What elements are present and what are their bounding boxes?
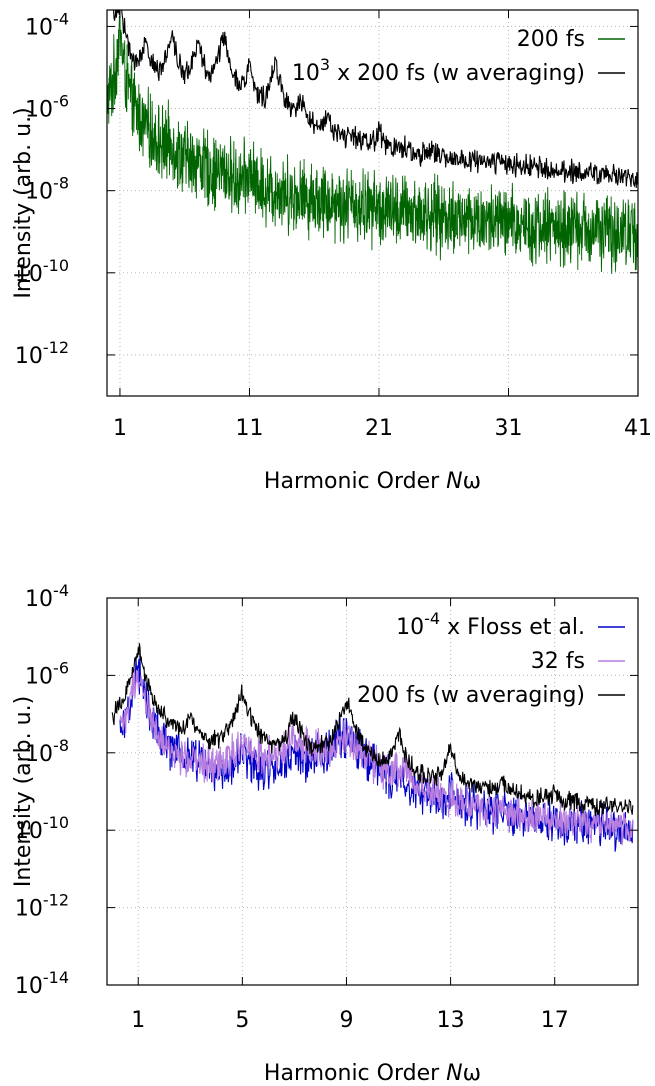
plot-frame bbox=[106, 9, 639, 397]
x-axis-label: Harmonic Order Nω bbox=[264, 469, 481, 494]
x-tick-label: 31 bbox=[494, 416, 522, 441]
series-line-2 bbox=[113, 10, 638, 188]
x-tick-label: 41 bbox=[624, 416, 652, 441]
x-tick-label: 21 bbox=[365, 416, 393, 441]
series-line-1 bbox=[107, 10, 638, 274]
x-tick-label: 5 bbox=[235, 1008, 249, 1033]
y-tick-label: 10-12 bbox=[15, 891, 69, 922]
x-tick-label: 17 bbox=[541, 1008, 569, 1033]
y-tick-label: 10-12 bbox=[15, 338, 69, 369]
y-tick-label: 10-8 bbox=[25, 174, 69, 205]
y-tick-label: 10-4 bbox=[25, 9, 69, 40]
series-line-3 bbox=[111, 643, 634, 817]
legend-label: 200 fs (w averaging) bbox=[357, 683, 585, 708]
x-tick-label: 11 bbox=[235, 416, 263, 441]
y-tick-label: 10-10 bbox=[15, 256, 69, 287]
y-axis-label: Intensity (arb. u.) bbox=[11, 107, 36, 298]
x-tick-label: 9 bbox=[339, 1008, 353, 1033]
y-tick-label: 10-6 bbox=[25, 658, 69, 689]
legend-label: 200 fs bbox=[517, 27, 585, 52]
legend-label: 10-4 x Floss et al. bbox=[396, 609, 585, 640]
y-tick-label: 10-4 bbox=[25, 581, 69, 612]
y-tick-label: 10-8 bbox=[25, 736, 69, 767]
y-axis-label: Intensity (arb. u.) bbox=[11, 696, 36, 887]
x-tick-label: 1 bbox=[131, 1008, 145, 1033]
y-tick-label: 10-14 bbox=[15, 968, 69, 999]
series-line-2 bbox=[119, 668, 634, 846]
x-tick-label: 13 bbox=[437, 1008, 465, 1033]
x-axis-label: Harmonic Order Nω bbox=[264, 1061, 481, 1086]
legend-label: 32 fs bbox=[531, 649, 585, 674]
chart-1: 1 11 21 31 4110-410-610-810-1010-12Harmonic … bbox=[11, 9, 652, 494]
chart-2: 1 5 9 13 1710-410-610-810-1010-1210-14Harmon… bbox=[11, 581, 639, 1086]
x-tick-label: 1 bbox=[113, 416, 127, 441]
plot-frame bbox=[106, 597, 639, 986]
legend-label: 103 x 200 fs (w averaging) bbox=[292, 55, 585, 86]
